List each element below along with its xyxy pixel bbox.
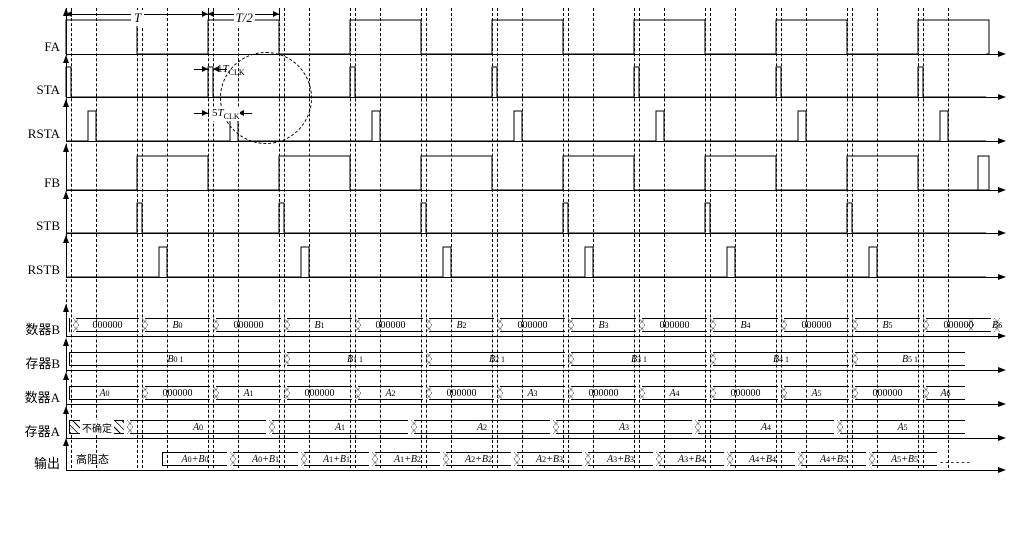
hiz-label: 高阻态: [76, 452, 109, 466]
label-5Tclk: 5TCLK: [212, 107, 240, 121]
bus-track-OUT: 高阻态A0+B0A0+B1A1+B1A1+B2A2+B2A2+B3A3+B3A3…: [66, 452, 984, 466]
label-1Tclk: 1TCLK: [217, 63, 245, 77]
bus-track-REGB: B0 1B1 1B2 1B3 1B4 1B5 1: [66, 352, 984, 366]
bus-track-CNTA: A0000000A1000000A2000000A3000000A4000000…: [66, 386, 984, 400]
bus-track-CNTB: 000000B0000000B1000000B2000000B3000000B4…: [66, 318, 984, 332]
timing-diagram: FASTARSTAFBSTBRSTB数器B存器B数器A存器A输出000000B0…: [8, 8, 1009, 533]
bus-track-REGA: 不确定A0A1A2A3A4A5: [66, 420, 984, 434]
